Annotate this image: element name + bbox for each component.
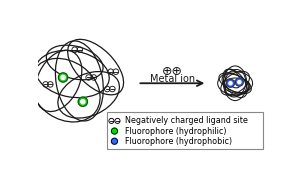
Text: Negatively charged ligand site: Negatively charged ligand site bbox=[125, 116, 248, 125]
Circle shape bbox=[238, 81, 241, 84]
Circle shape bbox=[226, 79, 234, 87]
Circle shape bbox=[81, 100, 85, 104]
Text: Metal ion: Metal ion bbox=[150, 74, 195, 84]
Circle shape bbox=[78, 97, 88, 106]
Text: Fluorophore (hydrophobic): Fluorophore (hydrophobic) bbox=[125, 137, 232, 146]
Circle shape bbox=[236, 78, 243, 86]
Circle shape bbox=[111, 138, 118, 144]
Circle shape bbox=[61, 75, 65, 80]
Circle shape bbox=[58, 73, 68, 82]
Text: ⊕⊕: ⊕⊕ bbox=[162, 65, 183, 78]
Text: Fluorophore (hydrophilic): Fluorophore (hydrophilic) bbox=[125, 126, 226, 136]
FancyBboxPatch shape bbox=[107, 112, 263, 149]
Circle shape bbox=[111, 128, 118, 134]
Circle shape bbox=[229, 82, 232, 85]
